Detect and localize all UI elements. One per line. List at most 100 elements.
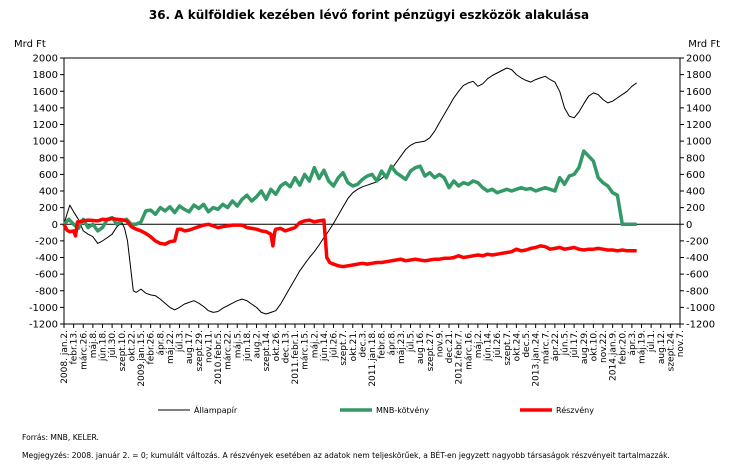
x-tick-label: 2010.febr.5.: [214, 330, 224, 385]
remark-note: Megjegyzés: 2008. január 2. = 0; kumulál…: [22, 451, 670, 460]
y-tick-label-right: 800: [686, 153, 705, 164]
x-tick-label: 2011.jan.18.: [368, 330, 378, 387]
x-tick-label: okt.21.: [349, 330, 359, 361]
y-tick-label-left: -1000: [29, 303, 58, 314]
x-tick-label: márc.15.: [301, 330, 311, 370]
x-ticks: 2008. jan.2. febr.13. márc.26. máj.8. jún.18…: [60, 324, 686, 387]
y-tick-label-right: -800: [686, 286, 709, 297]
x-tick-label: márc.22.: [224, 330, 234, 370]
x-tick-label: dec.3.: [358, 330, 368, 358]
x-tick-label: márc.26.: [79, 330, 89, 370]
x-tick-label: jún.18.: [243, 330, 253, 362]
y-tick-label-right: 2000: [686, 54, 711, 65]
x-tick-label: jún.14.: [320, 330, 330, 362]
y-tick-label-left: 800: [39, 153, 58, 164]
y-tick-label-right: 200: [686, 203, 705, 214]
chart-title: 36. A külföldiek kezében lévő forint pén…: [148, 8, 590, 22]
y-tick-label-left: 1200: [33, 120, 58, 131]
y-tick-label-left: 1600: [33, 87, 58, 98]
x-tick-label: ápr.3.: [628, 330, 638, 356]
x-tick-label: aug.16.: [416, 330, 426, 364]
y-tick-label-left: -200: [35, 236, 58, 247]
x-tick-label: 2008. jan.2.: [60, 330, 70, 384]
x-tick-label: máj.22.: [166, 330, 176, 364]
x-tick-label: máj.2.: [474, 330, 484, 358]
x-tick-label: máj.19.: [638, 330, 648, 364]
legend-label-1: MNB-kötvény: [376, 405, 429, 415]
x-tick-label: febr.20.: [618, 330, 628, 364]
x-tick-label: nov.7.: [676, 330, 686, 357]
x-tick-label: febr.26.: [147, 330, 157, 364]
x-tick-label: febr.8.: [378, 330, 388, 359]
series-line-0: [63, 67, 637, 315]
x-tick-label: júl.30.: [108, 330, 118, 359]
source-note: Forrás: MNB, KELER.: [22, 433, 99, 442]
x-tick-label: ápr.8.: [387, 330, 397, 356]
x-tick-label: nov.22.: [599, 330, 609, 363]
y-ticks-right: -1200 -1000 -800 -600 -400 -200 0 200 400 600 800 1…: [680, 54, 715, 331]
series-line-2: [62, 216, 637, 269]
y-tick-label-right: 1000: [686, 137, 711, 148]
x-tick-label: okt.10.: [589, 330, 599, 361]
y-tick-label-left: 400: [39, 187, 58, 198]
x-tick-label: okt.22.: [127, 330, 137, 361]
x-tick-label: 2014.jan.9.: [609, 330, 619, 381]
x-tick-label: szept.27.: [426, 330, 436, 371]
series-line-1: [62, 149, 637, 233]
x-tick-label: máj.5.: [233, 330, 243, 358]
x-tick-label: okt.26.: [272, 330, 282, 361]
y-tick-label-left: -400: [35, 253, 58, 264]
y-tick-label-left: 2000: [33, 54, 58, 65]
x-tick-label: jún.18.: [99, 330, 109, 362]
x-tick-label: márc.16.: [464, 330, 474, 370]
x-tick-label: júl.1.: [647, 330, 657, 353]
y-tick-label-left: 1800: [33, 70, 58, 81]
x-tick-label: máj.8.: [89, 330, 99, 358]
x-tick-label: júl.26.: [493, 330, 503, 359]
x-tick-label: aug.29.: [580, 330, 590, 364]
y-tick-label-right: -600: [686, 270, 709, 281]
x-tick-label: ápr.8.: [156, 330, 166, 356]
x-tick-label: szept.14.: [262, 330, 272, 371]
y-tick-label-left: 1400: [33, 103, 58, 114]
x-tick-label: dec.5.: [522, 330, 532, 358]
y-tick-label-right: -1000: [686, 303, 715, 314]
x-tick-label: aug.12.: [657, 330, 667, 364]
legend-label-2: Részvény: [556, 405, 594, 415]
y-tick-label-right: 600: [686, 170, 705, 181]
y-axis-label-right: Mrd Ft: [688, 39, 720, 50]
x-tick-label: júl.3.: [176, 330, 186, 353]
series-layer: [62, 67, 637, 315]
y-tick-label-left: -800: [35, 286, 58, 297]
y-tick-label-right: 400: [686, 187, 705, 198]
x-tick-label: máj.23.: [397, 330, 407, 364]
x-tick-label: szept.7.: [503, 330, 513, 366]
x-tick-label: júl.26.: [330, 330, 340, 359]
x-tick-label: 2012.febr.7.: [455, 330, 465, 385]
x-tick-label: jún.14.: [484, 330, 494, 362]
y-tick-label-right: 1600: [686, 87, 711, 98]
y-tick-label-right: 1400: [686, 103, 711, 114]
x-tick-label: júl.5.: [407, 330, 417, 353]
x-tick-label: márc.7.: [541, 330, 551, 364]
y-axis-label-left: Mrd Ft: [14, 39, 46, 50]
y-tick-label-right: -1200: [686, 320, 715, 331]
y-tick-label-left: 1000: [33, 137, 58, 148]
x-tick-label: 2011.febr.1.: [291, 330, 301, 385]
y-tick-label-left: 200: [39, 203, 58, 214]
y-tick-label-right: 1800: [686, 70, 711, 81]
x-tick-label: 2013.jan.24.: [532, 330, 542, 387]
x-tick-label: dec.21.: [445, 330, 455, 363]
x-tick-label: febr.13.: [70, 330, 80, 364]
x-tick-label: 2009.jan.15.: [137, 330, 147, 387]
y-tick-label-left: -600: [35, 270, 58, 281]
x-tick-label: nov.11.: [204, 330, 214, 363]
y-tick-label-left: 0: [52, 220, 58, 231]
y-tick-label-left: -1200: [29, 320, 58, 331]
x-tick-label: ápr.22.: [551, 330, 561, 361]
legend: Állampapír MNB-kötvény Részvény: [158, 404, 594, 415]
y-tick-label-right: 1200: [686, 120, 711, 131]
legend-label-0: Állampapír: [194, 404, 238, 415]
x-tick-label: aug.17.: [185, 330, 195, 364]
x-tick-label: okt.24.: [512, 330, 522, 361]
